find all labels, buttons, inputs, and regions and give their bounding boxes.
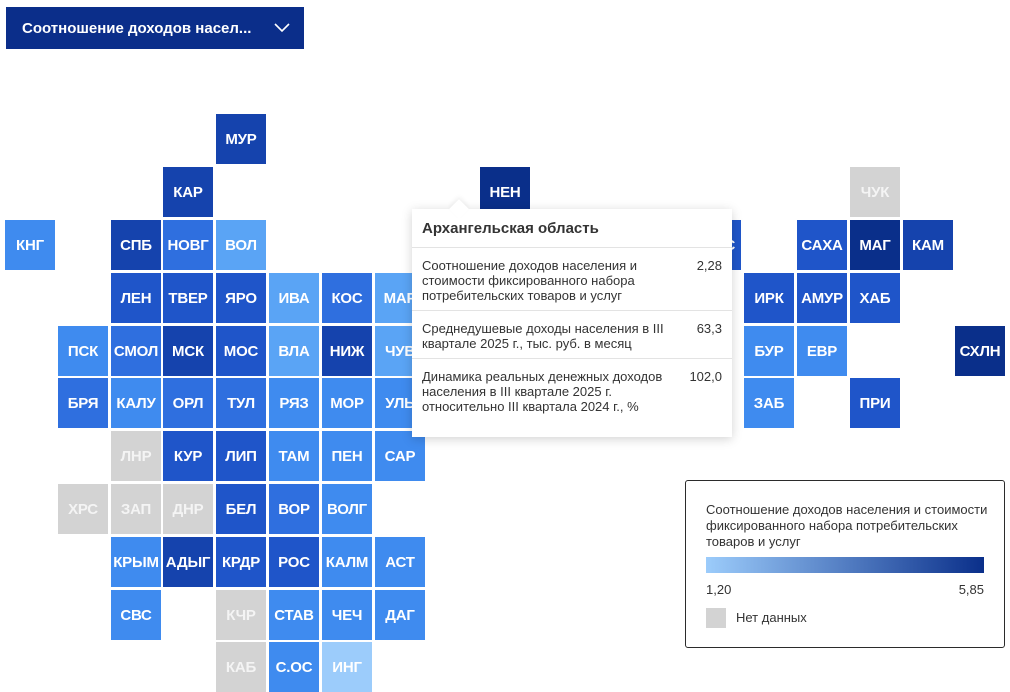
region-tile-заб[interactable]: ЗАБ (744, 378, 794, 428)
tooltip-row-value: 63,3 (696, 321, 722, 336)
region-tile-спб[interactable]: СПБ (111, 220, 161, 270)
region-tile-рос[interactable]: РОС (269, 537, 319, 587)
region-tile-инг[interactable]: ИНГ (322, 642, 372, 692)
region-tile-кчр[interactable]: КЧР (216, 590, 266, 640)
region-tile-бел[interactable]: БЕЛ (216, 484, 266, 534)
region-tile-там[interactable]: ТАМ (269, 431, 319, 481)
map-legend: Соотношение доходов населения и стоимост… (685, 480, 1005, 648)
tooltip-row: Среднедушевые доходы населения в III ква… (412, 311, 732, 359)
region-tile-став[interactable]: СТАВ (269, 590, 319, 640)
metric-select[interactable]: Соотношение доходов насел... (6, 7, 304, 49)
region-tile-крым[interactable]: КРЫМ (111, 537, 161, 587)
region-tile-кнг[interactable]: КНГ (5, 220, 55, 270)
region-tile-кам[interactable]: КАМ (903, 220, 953, 270)
region-tile-аст[interactable]: АСТ (375, 537, 425, 587)
region-tile-крдр[interactable]: КРДР (216, 537, 266, 587)
region-tile-каб[interactable]: КАБ (216, 642, 266, 692)
region-tooltip: Архангельская область Соотношение доходо… (412, 209, 732, 437)
region-tile-бур[interactable]: БУР (744, 326, 794, 376)
region-tile-калу[interactable]: КАЛУ (111, 378, 161, 428)
region-tile-лип[interactable]: ЛИП (216, 431, 266, 481)
region-tile-кос[interactable]: КОС (322, 273, 372, 323)
region-tile-саха[interactable]: САХА (797, 220, 847, 270)
region-tile-смол[interactable]: СМОЛ (111, 326, 161, 376)
tooltip-row: Динамика реальных денежных доходов насел… (412, 359, 732, 421)
region-tile-тул[interactable]: ТУЛ (216, 378, 266, 428)
legend-gradient-bar (706, 557, 984, 573)
region-tile-ива[interactable]: ИВА (269, 273, 319, 323)
region-tile-вла[interactable]: ВЛА (269, 326, 319, 376)
region-tile-сар[interactable]: САР (375, 431, 425, 481)
region-tile-мск[interactable]: МСК (163, 326, 213, 376)
region-tile-днр[interactable]: ДНР (163, 484, 213, 534)
tooltip-row-label: Динамика реальных денежных доходов насел… (422, 369, 663, 414)
tooltip-title: Архангельская область (412, 209, 732, 248)
legend-title: Соотношение доходов населения и стоимост… (706, 502, 988, 549)
region-tile-орл[interactable]: ОРЛ (163, 378, 213, 428)
tooltip-row-value: 2,28 (696, 258, 722, 273)
region-tile-лнр[interactable]: ЛНР (111, 431, 161, 481)
region-tile-даг[interactable]: ДАГ (375, 590, 425, 640)
metric-select-label: Соотношение доходов насел... (22, 19, 252, 37)
region-tile-хрс[interactable]: ХРС (58, 484, 108, 534)
region-tile-схлн[interactable]: СХЛН (955, 326, 1005, 376)
region-tile-яро[interactable]: ЯРО (216, 273, 266, 323)
region-tile-маг[interactable]: МАГ (850, 220, 900, 270)
region-tile-вол[interactable]: ВОЛ (216, 220, 266, 270)
legend-nodata-swatch (706, 608, 726, 628)
region-tile-адыг[interactable]: АДЫГ (163, 537, 213, 587)
tooltip-row-label: Соотношение доходов населения и стоимост… (422, 258, 638, 303)
region-tile-ирк[interactable]: ИРК (744, 273, 794, 323)
region-tile-мос[interactable]: МОС (216, 326, 266, 376)
region-tile-пск[interactable]: ПСК (58, 326, 108, 376)
region-tile-с.ос[interactable]: С.ОС (269, 642, 319, 692)
chevron-down-icon[interactable] (260, 7, 304, 49)
region-tile-амур[interactable]: АМУР (797, 273, 847, 323)
region-tile-евр[interactable]: ЕВР (797, 326, 847, 376)
legend-nodata-label: Нет данных (736, 610, 807, 625)
region-tile-вор[interactable]: ВОР (269, 484, 319, 534)
tooltip-row-label: Среднедушевые доходы населения в III ква… (422, 321, 664, 351)
region-tile-лен[interactable]: ЛЕН (111, 273, 161, 323)
tooltip-row-value: 102,0 (689, 369, 722, 384)
legend-max-value: 5,85 (958, 582, 984, 597)
region-tile-свс[interactable]: СВС (111, 590, 161, 640)
region-tile-хаб[interactable]: ХАБ (850, 273, 900, 323)
region-tile-мур[interactable]: МУР (216, 114, 266, 164)
region-tile-кар[interactable]: КАР (163, 167, 213, 217)
region-tile-волг[interactable]: ВОЛГ (322, 484, 372, 534)
region-tile-при[interactable]: ПРИ (850, 378, 900, 428)
region-tile-ниж[interactable]: НИЖ (322, 326, 372, 376)
region-tile-чук[interactable]: ЧУК (850, 167, 900, 217)
region-tile-кур[interactable]: КУР (163, 431, 213, 481)
region-tile-калм[interactable]: КАЛМ (322, 537, 372, 587)
legend-min-value: 1,20 (706, 582, 732, 597)
region-tile-зап[interactable]: ЗАП (111, 484, 161, 534)
region-tile-новг[interactable]: НОВГ (163, 220, 213, 270)
region-tile-пен[interactable]: ПЕН (322, 431, 372, 481)
region-tile-мор[interactable]: МОР (322, 378, 372, 428)
tooltip-row: Соотношение доходов населения и стоимост… (412, 248, 732, 311)
region-tile-ряз[interactable]: РЯЗ (269, 378, 319, 428)
region-tile-бря[interactable]: БРЯ (58, 378, 108, 428)
region-tile-чеч[interactable]: ЧЕЧ (322, 590, 372, 640)
region-tile-твер[interactable]: ТВЕР (163, 273, 213, 323)
